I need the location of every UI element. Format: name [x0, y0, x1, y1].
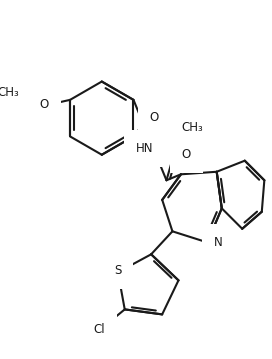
- Text: N: N: [214, 236, 223, 249]
- Text: O: O: [150, 111, 159, 124]
- Text: CH₃: CH₃: [181, 121, 203, 134]
- Text: HN: HN: [136, 142, 154, 155]
- Text: CH₃: CH₃: [0, 86, 19, 99]
- Text: O: O: [39, 98, 49, 111]
- Text: Cl: Cl: [93, 323, 105, 336]
- Text: S: S: [114, 264, 122, 277]
- Text: O: O: [182, 148, 191, 161]
